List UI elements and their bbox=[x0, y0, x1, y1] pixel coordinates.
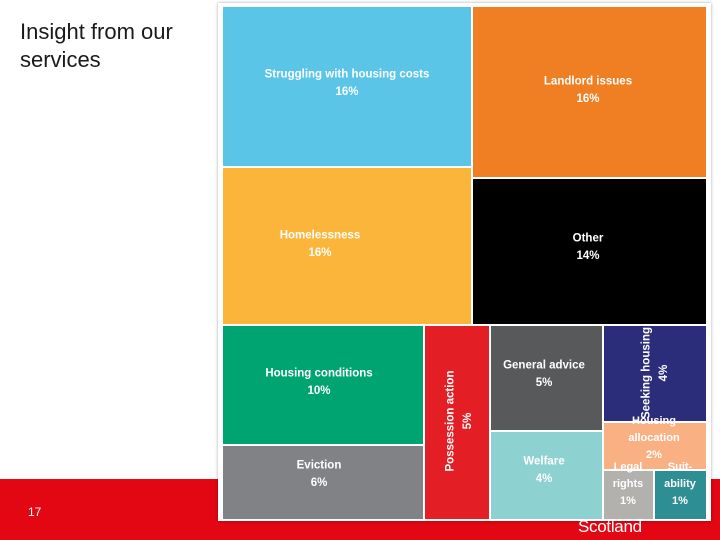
treemap-label-other: Other 14% bbox=[573, 232, 604, 262]
treemap-tile-legal-rights: Legal rights 1% bbox=[604, 461, 653, 519]
treemap-tile-landlord-issues: Landlord issues 16% bbox=[473, 7, 706, 177]
treemap-rect-suit-ability bbox=[655, 471, 706, 519]
treemap-rect-homelessness bbox=[223, 168, 471, 324]
treemap-rect-seeking-housing bbox=[604, 326, 706, 421]
treemap-label-legal-rights: Legal rights 1% bbox=[613, 461, 644, 507]
treemap-tile-struggling-with-housing-costs: Struggling with housing costs 16% bbox=[223, 7, 471, 166]
treemap-tile-welfare: Welfare 4% bbox=[491, 432, 602, 519]
treemap-tile-housing-allocation: Housing allocation 2% bbox=[604, 415, 706, 469]
treemap-tile-seeking-housing: Seeking housing 4% bbox=[604, 326, 706, 421]
treemap-rect-struggling-with-housing-costs bbox=[223, 7, 471, 166]
treemap-label-landlord-issues: Landlord issues 16% bbox=[544, 75, 632, 105]
treemap-label-homelessness: Homelessness 16% bbox=[280, 229, 361, 259]
treemap-tile-other: Other 14% bbox=[473, 179, 706, 324]
footer-brand: Scotland bbox=[578, 517, 642, 536]
treemap-tile-suit-ability: Suit-ability 1% bbox=[655, 461, 706, 519]
slide-title-line-1: Insight from our bbox=[20, 19, 173, 44]
treemap-label-eviction: Eviction 6% bbox=[297, 459, 342, 489]
treemap-tile-homelessness: Homelessness 16% bbox=[223, 168, 471, 324]
treemap-label-struggling-with-housing-costs: Struggling with housing costs 16% bbox=[265, 68, 430, 98]
treemap-rect-welfare bbox=[491, 432, 602, 519]
slide-title-line-2: services bbox=[20, 47, 101, 72]
treemap-tile-general-advice: General advice 5% bbox=[491, 326, 602, 430]
treemap-rect-general-advice bbox=[491, 326, 602, 430]
treemap-chart: Struggling with housing costs 16% Landlord… bbox=[223, 7, 706, 519]
treemap-label-housing-conditions: Housing conditions 10% bbox=[265, 367, 372, 397]
treemap-label-housing-allocation: Housing allocation 2% bbox=[628, 415, 680, 461]
treemap-rect-landlord-issues bbox=[473, 7, 706, 177]
treemap-tile-eviction: Eviction 6% bbox=[223, 446, 423, 519]
treemap-rect-housing-allocation bbox=[604, 423, 706, 469]
treemap-rect-housing-conditions bbox=[223, 326, 423, 444]
page-number: 17 bbox=[28, 505, 42, 519]
treemap-frame: Struggling with housing costs 16% Landlord… bbox=[218, 3, 711, 521]
treemap-rect-eviction bbox=[223, 446, 423, 519]
treemap-tile-housing-conditions: Housing conditions 10% bbox=[223, 326, 423, 444]
treemap-rect-possession-action bbox=[425, 326, 489, 519]
treemap-rect-legal-rights bbox=[604, 471, 653, 519]
treemap-label-general-advice: General advice 5% bbox=[503, 359, 585, 389]
treemap-label-welfare: Welfare 4% bbox=[523, 455, 564, 485]
treemap-label-possession-action: Possession action 5% bbox=[444, 371, 474, 472]
treemap-label-seeking-housing: Seeking housing 4% bbox=[640, 327, 670, 419]
treemap-tile-possession-action: Possession action 5% bbox=[425, 326, 489, 519]
slide-title: Insight from our services bbox=[20, 18, 220, 74]
treemap-rect-other bbox=[473, 179, 706, 324]
treemap-label-suit-ability: Suit-ability 1% bbox=[664, 461, 697, 507]
